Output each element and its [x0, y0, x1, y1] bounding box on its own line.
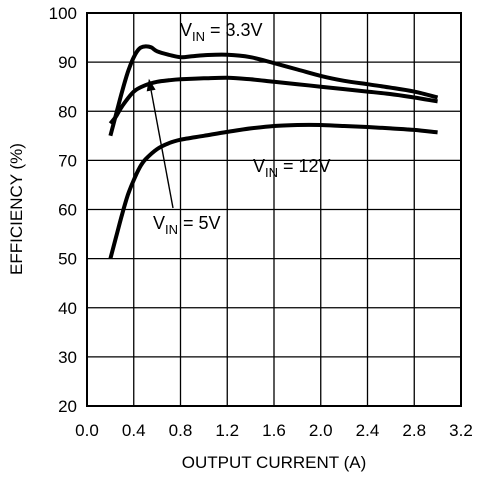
annotation-5v: VIN = 5V	[153, 213, 221, 237]
annotation-5v-suffix: = 5V	[178, 213, 221, 233]
x-tick-label: 1.2	[215, 421, 239, 440]
series-curves	[108, 44, 439, 260]
tick-labels: 0.0 0.4 0.8 1.2 1.6 2.0 2.4 2.8 3.2 20 30 40 50 60 70 8…	[49, 4, 473, 440]
annotation-3v3: VIN = 3.3V	[180, 20, 263, 44]
y-tick-label: 30	[58, 348, 77, 367]
series-line-12v	[108, 122, 438, 260]
y-tick-label: 90	[58, 53, 77, 72]
annotation-3v3-prefix: V	[180, 20, 192, 40]
plot-frame	[86, 12, 462, 407]
y-axis-label: EFFICIENCY (%)	[7, 143, 26, 275]
x-tick-label: 2.0	[309, 421, 333, 440]
x-tick-label: 2.4	[356, 421, 380, 440]
y-tick-label: 70	[58, 151, 77, 170]
x-tick-label: 3.2	[449, 421, 473, 440]
x-axis-label: OUTPUT CURRENT (A)	[182, 453, 367, 472]
annotation-12v-prefix: V	[253, 156, 265, 176]
annotation-3v3-subscript: IN	[192, 29, 205, 44]
annotation-12v-subscript: IN	[265, 165, 278, 180]
annotation-12v-suffix: = 12V	[278, 156, 331, 176]
y-tick-label: 20	[58, 397, 77, 416]
annotation-3v3-suffix: = 3.3V	[205, 20, 263, 40]
x-tick-label: 2.8	[402, 421, 426, 440]
series-line-5v	[108, 75, 438, 125]
y-tick-label: 60	[58, 201, 77, 220]
y-tick-label: 40	[58, 299, 77, 318]
y-tick-label: 100	[49, 4, 77, 23]
pointer-line	[150, 90, 174, 209]
annotation-12v: VIN = 12V	[253, 156, 331, 180]
pointer-arrowhead	[146, 78, 156, 92]
annotation-5v-pointer	[146, 78, 174, 209]
annotation-5v-prefix: V	[153, 213, 165, 233]
series-line-3-3v	[108, 44, 439, 137]
y-tick-label: 80	[58, 102, 77, 121]
x-tick-label: 0.8	[169, 421, 193, 440]
y-tick-label: 50	[58, 250, 77, 269]
annotation-5v-subscript: IN	[165, 222, 178, 237]
grid	[87, 13, 461, 406]
x-tick-label: 1.6	[262, 421, 286, 440]
x-tick-label: 0.0	[75, 421, 99, 440]
x-tick-label: 0.4	[122, 421, 146, 440]
